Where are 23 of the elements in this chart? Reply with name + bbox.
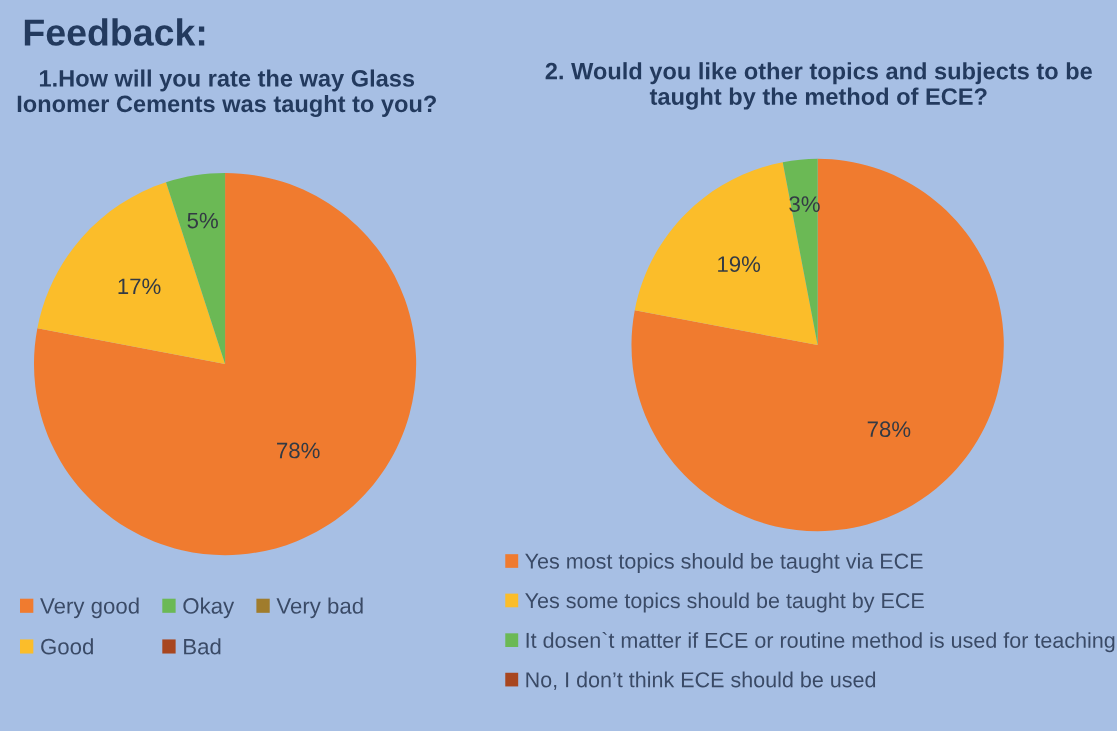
legend-label: No, I don’t think ECE should be used bbox=[526, 671, 876, 690]
pie-slice bbox=[166, 172, 226, 365]
legend-label: Yes most topics should be taught via ECE bbox=[525, 553, 923, 574]
legend-label: Bad bbox=[184, 638, 221, 655]
pie-slice bbox=[634, 162, 818, 346]
data-label: 19% bbox=[718, 256, 761, 273]
pie-slice bbox=[782, 158, 818, 346]
data-label: 17% bbox=[118, 278, 161, 295]
data-label: 78% bbox=[277, 442, 320, 459]
pie-slice bbox=[33, 172, 417, 556]
text: Feedback: bbox=[24, 18, 205, 46]
data-label: 5% bbox=[187, 212, 218, 229]
legend-label: Good bbox=[41, 638, 93, 655]
legend-label: It dosen`t matter if ECE or routine method is used for teaching bbox=[526, 631, 1115, 653]
chart-title: 1.How will you rate the way Glass Ionomer Cements was taught to you? bbox=[17, 69, 436, 117]
legend-label: Okay bbox=[183, 597, 235, 619]
chart-title: 2. Would you like other topics and subjects to be taught by the method of ECE? bbox=[545, 62, 1092, 110]
data-label: 78% bbox=[867, 421, 911, 438]
pie-slice bbox=[631, 158, 1004, 532]
pie-slice bbox=[37, 182, 226, 365]
legend-label: Very good bbox=[40, 597, 139, 619]
legend-label: Yes some topics should be taught by ECE bbox=[525, 592, 924, 613]
legend-label: Very bad bbox=[276, 597, 363, 619]
